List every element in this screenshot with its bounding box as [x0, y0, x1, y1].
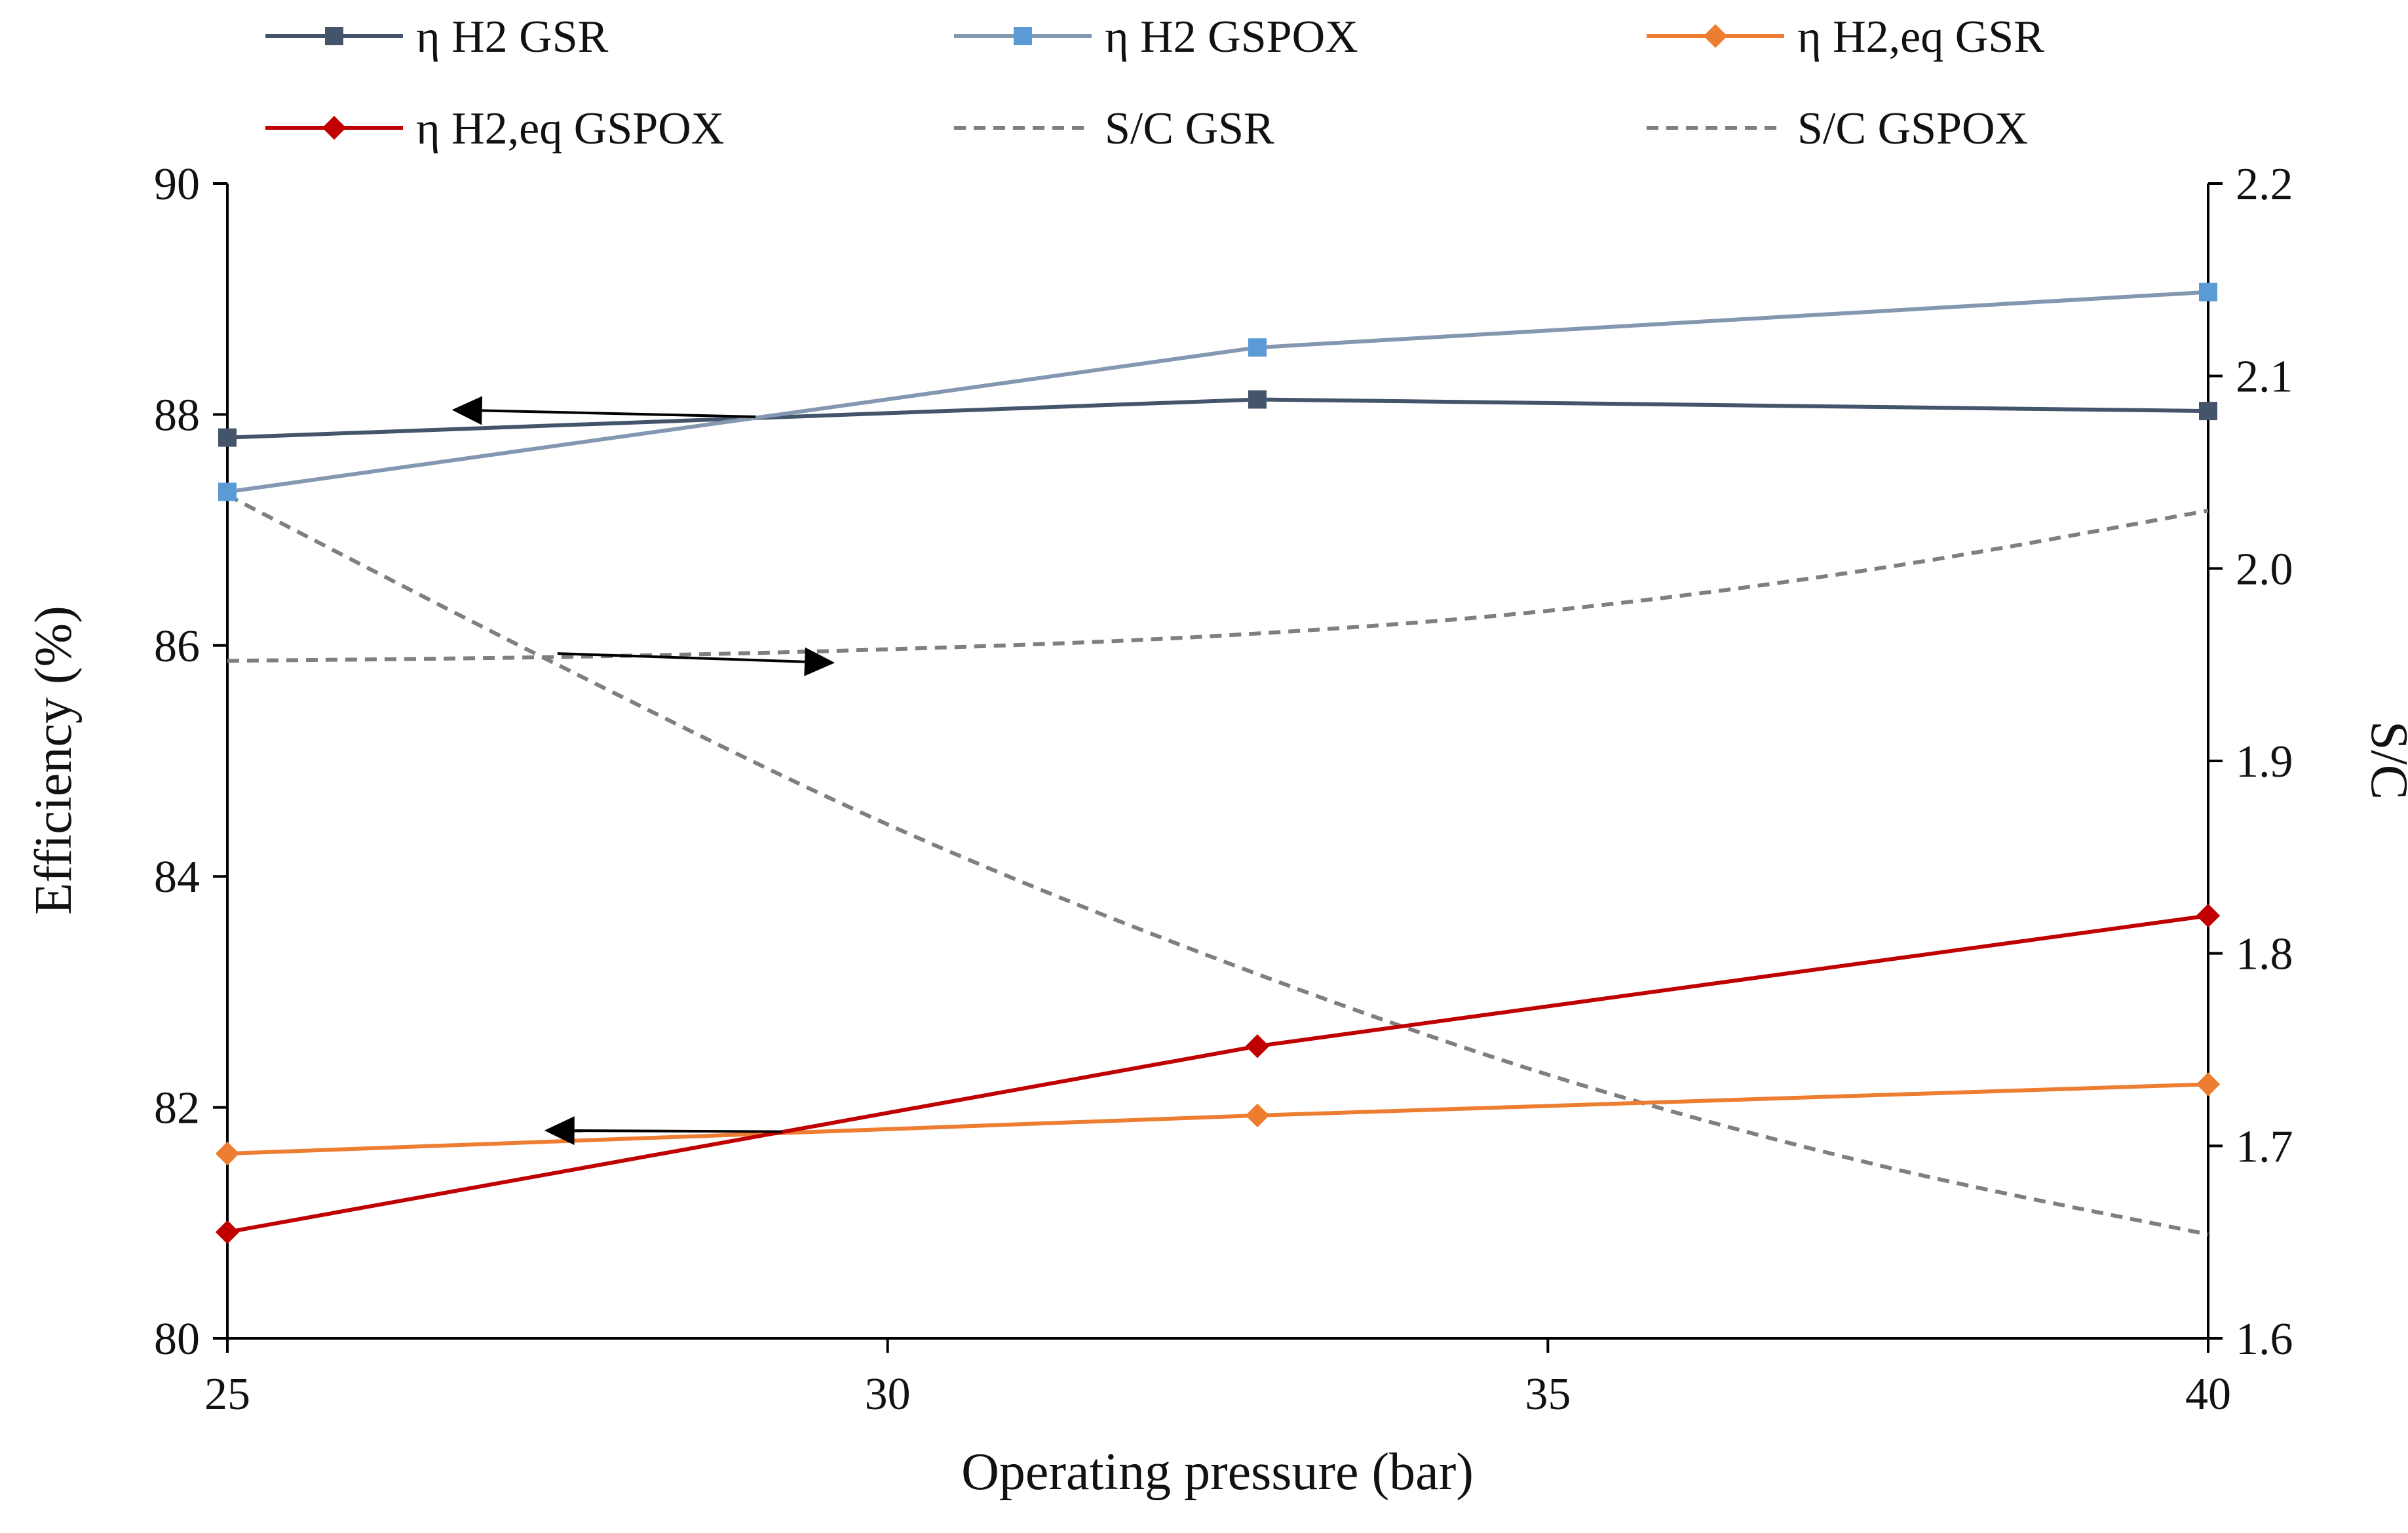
y2-tick-label: 2.1: [2236, 352, 2293, 402]
legend-label: S/C GSR: [1105, 104, 1274, 154]
legend-label: η H2,eq GSR: [1797, 12, 2044, 62]
arrow-head: [804, 647, 835, 676]
series-s-c-gspox: [226, 494, 2209, 1237]
annotation-layer: [451, 396, 835, 1146]
arrow-shaft: [574, 1129, 782, 1133]
x-tick-label: 35: [1525, 1369, 1571, 1420]
series-layer: [215, 282, 2221, 1245]
legend-label: S/C GSPOX: [1797, 104, 2028, 154]
legend-item-h2-eq-gspox: η H2,eq GSPOX: [265, 104, 724, 154]
arrow-shaft: [482, 409, 756, 418]
y2-tick-label: 1.7: [2236, 1121, 2293, 1172]
data-point: [215, 1141, 240, 1166]
arrow-head: [451, 396, 483, 425]
data-point: [2199, 402, 2217, 421]
annotation-arrow: [544, 1116, 782, 1146]
arrow-head: [544, 1116, 575, 1146]
y2-tick-label: 1.9: [2236, 737, 2293, 787]
data-point: [2196, 903, 2221, 928]
y2-tick-label: 1.6: [2236, 1314, 2293, 1365]
legend-item-s-c-gsr: S/C GSR: [954, 104, 1274, 154]
data-point: [1245, 1103, 1270, 1128]
series-line: [227, 1082, 2209, 1156]
plot-area: 25 30 35 40 80 82 84 86 88 90 1.6 1.7 1.8 1.9 2.0 2.1 2.…: [154, 159, 2293, 1420]
arrow-shaft: [557, 652, 805, 663]
annotation-arrow: [451, 396, 756, 425]
legend: η H2 GSR η H2 GSPOX η H2,eq GSR η H2,eq GSP…: [265, 12, 2044, 154]
legend-item-s-c-gspox: S/C GSPOX: [1647, 104, 2028, 154]
series-h2-eq-gspox: [215, 903, 2221, 1245]
y-tick-label: 90: [154, 159, 200, 210]
series-line: [227, 914, 2209, 1234]
legend-item-h2-eq-gsr: η H2,eq GSR: [1647, 12, 2044, 62]
data-point: [1248, 338, 1267, 357]
legend-label: η H2 GSPOX: [1105, 12, 1358, 62]
annotation-arrow: [557, 647, 835, 676]
series-line: [227, 509, 2209, 663]
data-point: [218, 428, 237, 447]
x-axis-title: Operating pressure (bar): [961, 1443, 1474, 1501]
data-point: [1245, 1034, 1270, 1058]
legend-marker: [1703, 24, 1728, 49]
series-line: [227, 397, 2209, 440]
y-tick-label: 84: [154, 852, 200, 902]
y-tick-label: 82: [154, 1083, 200, 1134]
x-tick-label: 25: [204, 1369, 250, 1420]
y2-axis-title: S/C: [2360, 721, 2408, 800]
data-point: [218, 482, 237, 501]
series-h2-gspox: [218, 282, 2217, 501]
legend-label: η H2 GSR: [416, 12, 609, 62]
x-tick-label: 40: [2185, 1369, 2231, 1420]
y-tick-label: 88: [154, 390, 200, 440]
series-s-c-gsr: [227, 509, 2209, 663]
legend-marker: [325, 27, 343, 45]
series-h2-eq-gsr: [215, 1072, 2221, 1166]
data-point: [1248, 390, 1267, 409]
y2-tick-label: 2.0: [2236, 544, 2293, 594]
y2-tick-label: 1.8: [2236, 929, 2293, 980]
legend-item-h2-gspox: η H2 GSPOX: [954, 12, 1358, 62]
legend-marker: [322, 115, 347, 140]
legend-label: η H2,eq GSPOX: [416, 104, 724, 154]
x-tick-label: 30: [865, 1369, 911, 1420]
data-point: [2199, 282, 2217, 301]
data-point: [215, 1220, 240, 1245]
data-point: [2196, 1072, 2221, 1096]
ticks: 25 30 35 40 80 82 84 86 88 90 1.6 1.7 1.8 1.9 2.0 2.1 2.…: [154, 159, 2293, 1420]
y-tick-label: 86: [154, 621, 200, 672]
y-tick-label: 80: [154, 1314, 200, 1365]
y-axis-title: Efficiency (%): [25, 606, 83, 915]
series-h2-gsr: [218, 390, 2217, 447]
series-line: [227, 290, 2209, 494]
legend-item-h2-gsr: η H2 GSR: [265, 12, 609, 62]
series-line: [226, 494, 2209, 1237]
y2-tick-label: 2.2: [2236, 159, 2293, 210]
legend-marker: [1014, 27, 1032, 45]
